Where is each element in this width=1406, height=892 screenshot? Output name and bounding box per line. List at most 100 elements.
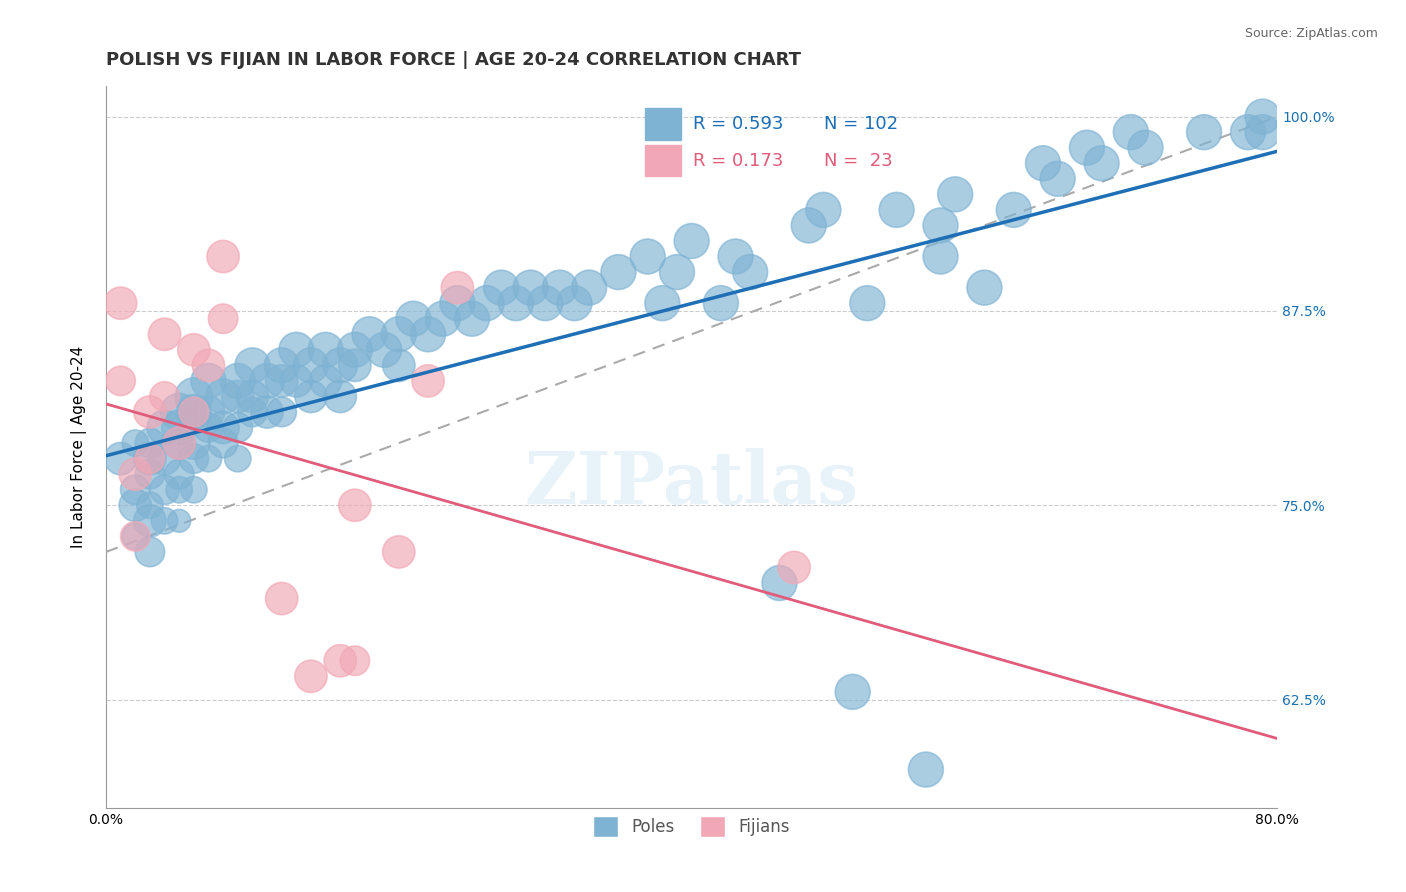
Point bbox=[167, 467, 190, 482]
Point bbox=[505, 296, 527, 310]
Point bbox=[343, 498, 366, 512]
Point bbox=[637, 250, 659, 264]
Point bbox=[1192, 125, 1215, 139]
Point bbox=[1251, 110, 1274, 124]
Point bbox=[578, 280, 600, 294]
Point bbox=[416, 374, 439, 388]
Text: POLISH VS FIJIAN IN LABOR FORCE | AGE 20-24 CORRELATION CHART: POLISH VS FIJIAN IN LABOR FORCE | AGE 20… bbox=[105, 51, 801, 69]
Point bbox=[402, 311, 425, 326]
Point bbox=[242, 389, 264, 403]
Text: ZIPatlas: ZIPatlas bbox=[524, 448, 859, 518]
Point bbox=[256, 405, 278, 419]
Point bbox=[856, 296, 879, 310]
Point bbox=[139, 545, 162, 559]
Point bbox=[1046, 171, 1069, 186]
Text: Source: ZipAtlas.com: Source: ZipAtlas.com bbox=[1244, 27, 1378, 40]
Point bbox=[124, 436, 146, 450]
Point bbox=[139, 451, 162, 466]
Point bbox=[139, 405, 162, 419]
Point bbox=[681, 234, 703, 248]
Point bbox=[373, 343, 395, 357]
Point bbox=[153, 451, 176, 466]
Y-axis label: In Labor Force | Age 20-24: In Labor Force | Age 20-24 bbox=[72, 346, 87, 548]
Point bbox=[124, 529, 146, 543]
Point bbox=[212, 311, 235, 326]
Point bbox=[226, 374, 249, 388]
Point bbox=[432, 311, 454, 326]
Point bbox=[329, 359, 352, 373]
Point bbox=[110, 451, 132, 466]
Point bbox=[183, 389, 205, 403]
Point bbox=[153, 389, 176, 403]
Point bbox=[167, 483, 190, 497]
Point bbox=[167, 514, 190, 528]
Point bbox=[197, 451, 219, 466]
Point bbox=[139, 514, 162, 528]
Point bbox=[167, 436, 190, 450]
Point bbox=[270, 374, 292, 388]
Point bbox=[343, 359, 366, 373]
Point bbox=[153, 514, 176, 528]
Point bbox=[124, 483, 146, 497]
Point bbox=[110, 374, 132, 388]
Point bbox=[139, 498, 162, 512]
Point bbox=[943, 187, 966, 202]
Point bbox=[797, 219, 820, 233]
Point bbox=[416, 327, 439, 342]
Point bbox=[724, 250, 747, 264]
Point bbox=[886, 202, 908, 217]
Point bbox=[226, 420, 249, 434]
Point bbox=[212, 436, 235, 450]
Point bbox=[183, 436, 205, 450]
Point bbox=[666, 265, 689, 279]
Point bbox=[461, 311, 484, 326]
Point bbox=[212, 250, 235, 264]
Point bbox=[1135, 141, 1157, 155]
Point bbox=[167, 436, 190, 450]
Point bbox=[299, 389, 322, 403]
Point bbox=[139, 467, 162, 482]
Point bbox=[299, 359, 322, 373]
Point bbox=[124, 529, 146, 543]
Point bbox=[256, 374, 278, 388]
Point bbox=[183, 483, 205, 497]
Point bbox=[740, 265, 762, 279]
Point bbox=[710, 296, 733, 310]
Point bbox=[915, 763, 938, 777]
Point bbox=[183, 451, 205, 466]
Point bbox=[388, 359, 411, 373]
Point bbox=[446, 296, 468, 310]
Point bbox=[315, 343, 337, 357]
Point bbox=[226, 389, 249, 403]
Point bbox=[124, 498, 146, 512]
Point bbox=[1237, 125, 1260, 139]
Point bbox=[110, 296, 132, 310]
Point bbox=[534, 296, 557, 310]
Point bbox=[242, 359, 264, 373]
Point bbox=[329, 654, 352, 668]
Legend: Poles, Fijians: Poles, Fijians bbox=[586, 810, 797, 844]
Point bbox=[388, 327, 411, 342]
Point bbox=[270, 359, 292, 373]
Point bbox=[1002, 202, 1025, 217]
Point bbox=[197, 374, 219, 388]
Point bbox=[768, 576, 790, 591]
Point bbox=[343, 343, 366, 357]
Point bbox=[315, 374, 337, 388]
Point bbox=[270, 405, 292, 419]
Point bbox=[783, 560, 806, 574]
Point bbox=[183, 405, 205, 419]
Point bbox=[446, 280, 468, 294]
Point bbox=[197, 405, 219, 419]
Point bbox=[270, 591, 292, 606]
Point bbox=[491, 280, 513, 294]
Point bbox=[813, 202, 835, 217]
Point bbox=[1090, 156, 1112, 170]
Point bbox=[359, 327, 381, 342]
Point bbox=[197, 359, 219, 373]
Point bbox=[153, 420, 176, 434]
Point bbox=[153, 327, 176, 342]
Point bbox=[329, 389, 352, 403]
Point bbox=[1119, 125, 1142, 139]
Point bbox=[841, 685, 863, 699]
